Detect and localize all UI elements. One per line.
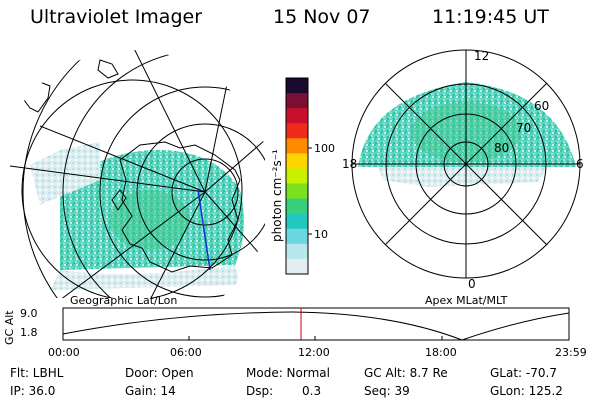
altitude-timeline <box>62 307 570 341</box>
colorbar-segment <box>286 108 308 124</box>
mlat-label-70: 70 <box>516 121 531 135</box>
colorbar: 100 10 photon cm⁻²s⁻¹ <box>270 77 335 275</box>
mlat-label-80: 80 <box>494 141 509 155</box>
colorbar-segment <box>286 183 308 200</box>
colorbar-segment <box>286 258 308 275</box>
dsp-value: 0.3 <box>302 384 322 398</box>
colorbar-tick-100: 100 <box>314 142 335 155</box>
colorbar-segment <box>286 213 308 230</box>
aurora-bright-patch <box>110 190 190 250</box>
altitude-curve <box>62 311 570 341</box>
ip-readout: IP: 36.0 <box>10 384 56 398</box>
aurora-lower-band <box>50 265 240 290</box>
colorbar-segment <box>286 228 308 245</box>
glat-readout: GLat: -70.7 <box>490 366 557 380</box>
door-readout: Door: Open <box>125 366 194 380</box>
geographic-map <box>9 50 265 298</box>
instrument-title: Ultraviolet Imager <box>30 6 203 28</box>
apex-caption: Apex MLat/MLT <box>425 294 508 307</box>
mlt-label-dawn: 6 <box>576 157 584 171</box>
colorbar-segment <box>286 93 308 109</box>
colorbar-segment <box>286 123 308 139</box>
geographic-caption: Geographic Lat/Lon <box>70 294 178 307</box>
orbit-track <box>197 189 211 271</box>
timeline-tick-1200: 12:00 <box>298 346 330 359</box>
mlt-lines <box>352 50 580 278</box>
gc-alt-readout: GC Alt: 8.7 Re <box>364 366 448 380</box>
colorbar-tick-10: 10 <box>314 228 328 241</box>
mlat-label-60: 60 <box>534 99 549 113</box>
gain-readout: Gain: 14 <box>125 384 176 398</box>
colorbar-segment <box>286 138 308 154</box>
colorbar-segment <box>286 198 308 215</box>
timeline-ylabel: GC Alt <box>3 310 16 345</box>
observation-time: 11:19:45 UT <box>432 6 549 28</box>
field-of-view-circle <box>21 79 243 298</box>
timeline-ymin: 1.8 <box>20 326 38 339</box>
timeline-ylabel-box: GC Alt <box>2 305 16 347</box>
mode-readout: Mode: Normal <box>246 366 330 380</box>
dsp-label: Dsp: <box>246 384 274 398</box>
apex-aurora-faint <box>378 167 548 187</box>
timeline-tick-0000: 00:00 <box>48 346 80 359</box>
colorbar-scale <box>286 78 308 275</box>
colorbar-segment <box>286 168 308 185</box>
timeline-tick-0600: 06:00 <box>170 346 202 359</box>
colorbar-segment <box>286 153 308 170</box>
timeline-tick-1800: 18:00 <box>425 346 457 359</box>
filter-readout: Flt: LBHL <box>10 366 64 380</box>
colorbar-segment <box>286 78 308 94</box>
apex-map: 12 18 6 0 60 70 80 <box>342 49 584 291</box>
latitude-circles <box>22 50 265 298</box>
colorbar-unit-label: photon cm⁻²s⁻¹ <box>270 149 284 242</box>
seq-readout: Seq: 39 <box>364 384 410 398</box>
meridian-lines <box>9 50 265 298</box>
timeline-ymax: 9.0 <box>20 307 38 320</box>
glon-readout: GLon: 125.2 <box>490 384 563 398</box>
mlt-label-noon: 12 <box>474 49 489 63</box>
mlt-label-midnight: 0 <box>468 277 476 291</box>
mlt-label-dusk: 18 <box>342 157 357 171</box>
colorbar-segment <box>286 243 308 260</box>
timeline-tick-2359: 23:59 <box>555 346 587 359</box>
observation-date: 15 Nov 07 <box>273 6 371 28</box>
